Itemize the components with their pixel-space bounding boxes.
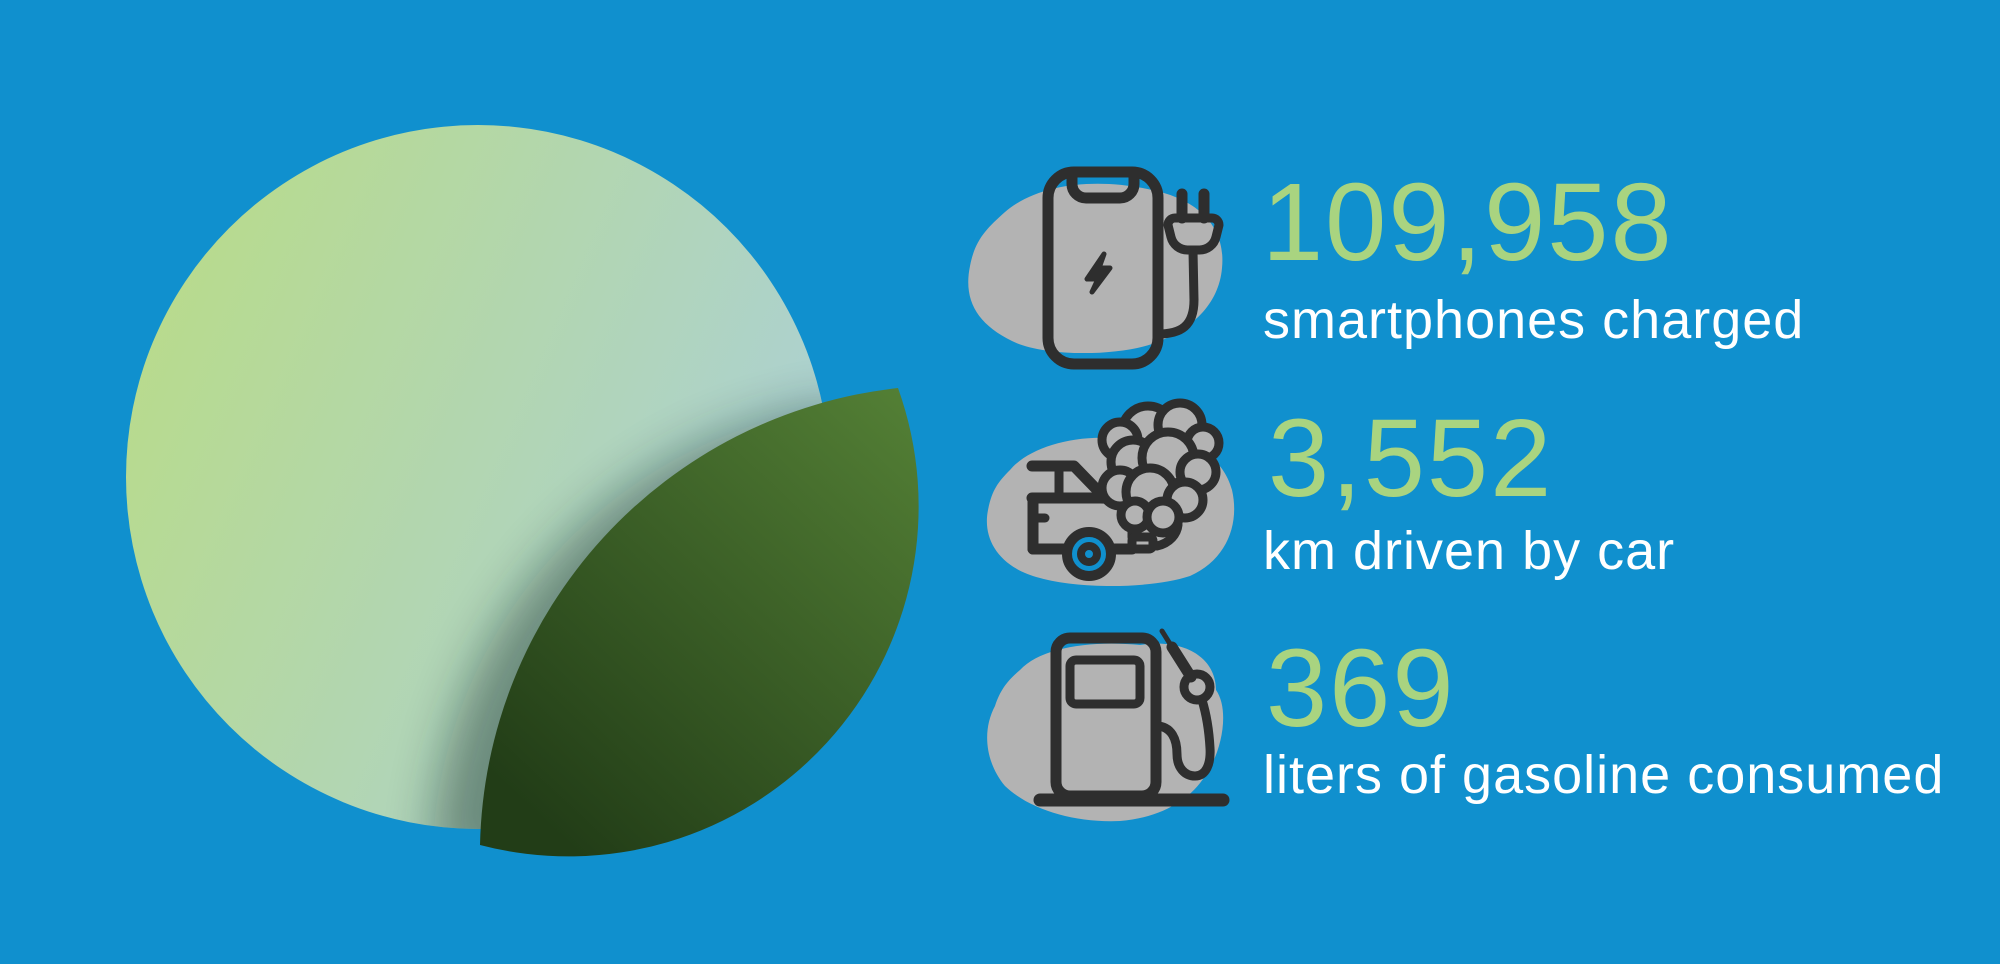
stat-value-smartphones: 109,958 [1262, 161, 1674, 284]
pump-screen [1065, 655, 1145, 709]
leaf-shape [480, 388, 919, 857]
phone-notch [1066, 170, 1140, 204]
icon-blob-background [987, 643, 1224, 822]
smartphone-charging-icon [968, 166, 1224, 370]
lightning-bolt-icon [1084, 251, 1113, 295]
plug-body [1163, 213, 1224, 255]
car-exhaust-icon [986, 398, 1235, 587]
nozzle-spout [1166, 641, 1197, 683]
nozzle-tip [1159, 628, 1175, 650]
pump-hose [1151, 695, 1215, 781]
stat-value-gasoline: 369 [1266, 627, 1456, 750]
car-roof-line [1026, 460, 1110, 503]
stat-value-km-driven: 3,552 [1268, 397, 1554, 520]
stat-label-smartphones: smartphones charged [1263, 290, 1805, 350]
nozzle-ring [1179, 669, 1215, 705]
exhaust-puff-line [1152, 520, 1183, 551]
phone-body [1042, 166, 1164, 370]
exhaust-smoke-cloud [1097, 398, 1224, 538]
charging-cable [1153, 246, 1199, 339]
stat-label-gasoline: liters of gasoline consumed [1263, 745, 1945, 805]
exhaust-pipe [1127, 532, 1158, 554]
stat-label-km-driven: km driven by car [1263, 521, 1676, 581]
eco-circle-graphic [126, 125, 919, 857]
fuel-pump-icon [987, 628, 1230, 822]
car-wheel [1062, 527, 1116, 581]
car-wheel-hub [1077, 542, 1101, 566]
